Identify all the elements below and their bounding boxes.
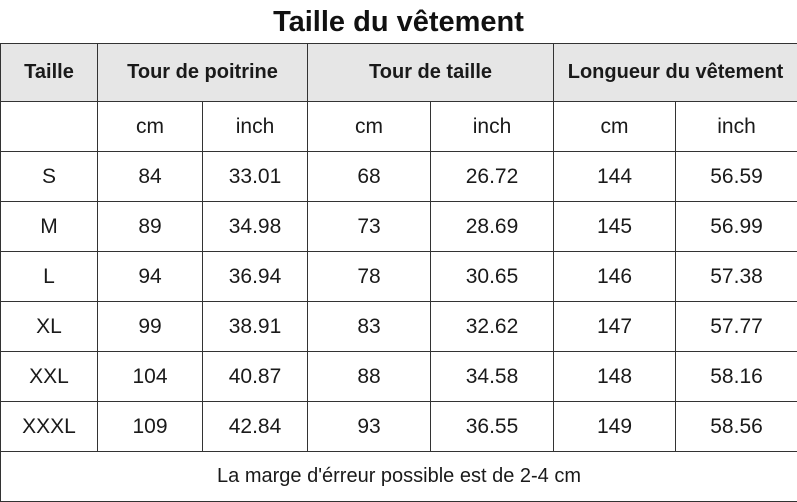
size-label: S	[1, 152, 98, 202]
table-cell: 104	[98, 352, 203, 402]
table-row: S 84 33.01 68 26.72 144 56.59	[1, 152, 797, 202]
table-row: XXL 104 40.87 88 34.58 148 58.16	[1, 352, 797, 402]
table-cell: 58.56	[676, 402, 797, 452]
size-label: XXL	[1, 352, 98, 402]
table-cell: 145	[554, 202, 676, 252]
table-cell: 73	[308, 202, 431, 252]
table-cell: 34.58	[431, 352, 554, 402]
table-cell: 33.01	[203, 152, 308, 202]
table-cell: 88	[308, 352, 431, 402]
header-row: Taille Tour de poitrine Tour de taille L…	[1, 44, 797, 102]
table-cell: 93	[308, 402, 431, 452]
table-cell: 94	[98, 252, 203, 302]
size-label: XXXL	[1, 402, 98, 452]
header-tour-de-taille: Tour de taille	[308, 44, 554, 102]
table-cell: 58.16	[676, 352, 797, 402]
table-row: M 89 34.98 73 28.69 145 56.99	[1, 202, 797, 252]
table-cell: 28.69	[431, 202, 554, 252]
header-longueur: Longueur du vêtement	[554, 44, 797, 102]
table-cell: 148	[554, 352, 676, 402]
unit-cell: cm	[308, 102, 431, 152]
table-cell: 40.87	[203, 352, 308, 402]
note-row: La marge d'érreur possible est de 2-4 cm	[1, 452, 797, 502]
table-cell: 32.62	[431, 302, 554, 352]
table-cell: 68	[308, 152, 431, 202]
table-cell: 38.91	[203, 302, 308, 352]
unit-cell	[1, 102, 98, 152]
error-margin-note: La marge d'érreur possible est de 2-4 cm	[1, 452, 797, 502]
table-cell: 84	[98, 152, 203, 202]
table-cell: 109	[98, 402, 203, 452]
unit-cell: cm	[98, 102, 203, 152]
table-cell: 57.77	[676, 302, 797, 352]
table-cell: 57.38	[676, 252, 797, 302]
table-cell: 83	[308, 302, 431, 352]
table-cell: 78	[308, 252, 431, 302]
table-cell: 144	[554, 152, 676, 202]
unit-cell: inch	[676, 102, 797, 152]
unit-cell: inch	[203, 102, 308, 152]
table-cell: 26.72	[431, 152, 554, 202]
table-cell: 56.59	[676, 152, 797, 202]
size-label: XL	[1, 302, 98, 352]
size-label: L	[1, 252, 98, 302]
table-cell: 147	[554, 302, 676, 352]
table-cell: 56.99	[676, 202, 797, 252]
table-cell: 89	[98, 202, 203, 252]
table-cell: 146	[554, 252, 676, 302]
units-row: cm inch cm inch cm inch	[1, 102, 797, 152]
table-cell: 149	[554, 402, 676, 452]
table-row: XL 99 38.91 83 32.62 147 57.77	[1, 302, 797, 352]
table-cell: 99	[98, 302, 203, 352]
table-cell: 42.84	[203, 402, 308, 452]
header-tour-de-poitrine: Tour de poitrine	[98, 44, 308, 102]
size-table: Taille Tour de poitrine Tour de taille L…	[0, 43, 797, 502]
table-row: L 94 36.94 78 30.65 146 57.38	[1, 252, 797, 302]
table-cell: 34.98	[203, 202, 308, 252]
table-row: XXXL 109 42.84 93 36.55 149 58.56	[1, 402, 797, 452]
unit-cell: inch	[431, 102, 554, 152]
table-cell: 30.65	[431, 252, 554, 302]
chart-title: Taille du vêtement	[0, 0, 797, 43]
size-label: M	[1, 202, 98, 252]
table-cell: 36.94	[203, 252, 308, 302]
table-cell: 36.55	[431, 402, 554, 452]
unit-cell: cm	[554, 102, 676, 152]
header-taille: Taille	[1, 44, 98, 102]
